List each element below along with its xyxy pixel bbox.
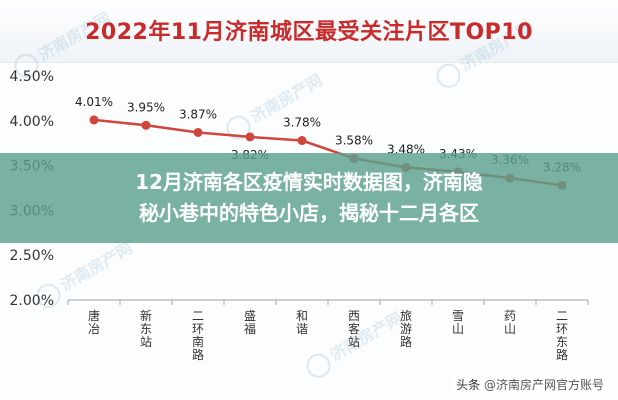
source-attribution: 头条 @济南房产网官方账号 (452, 375, 608, 394)
x-tick-label-char: 和 (296, 309, 308, 323)
x-tick-label-char: 路 (556, 347, 568, 362)
data-point (141, 120, 151, 130)
x-tick-label-char: 山 (452, 322, 464, 336)
x-tick-label-char: 南 (192, 334, 204, 349)
x-tick-label: 二环南路 (192, 309, 204, 362)
data-label: 3.95% (127, 100, 165, 114)
article-title-line-1: 12月济南各区疫情实时数据图，济南隐 (135, 170, 483, 194)
data-label: 4.01% (75, 95, 113, 109)
data-point (245, 132, 255, 142)
x-tick-label-char: 站 (140, 335, 152, 349)
x-tick-label: 盛福 (244, 308, 256, 336)
attribution-prefix: 头条 (456, 378, 481, 392)
x-tick-label-char: 二 (192, 309, 204, 323)
x-tick-label: 药山 (504, 309, 516, 336)
article-title-line-2: 秘小巷中的特色小店，揭秘十二月各区 (139, 201, 479, 225)
x-tick-label-char: 客 (348, 321, 360, 336)
x-tick-label: 唐冶 (88, 308, 100, 336)
chart-title: 2022年11月济南城区最受关注片区TOP10 (85, 20, 533, 45)
x-tick-label-char: 山 (504, 322, 516, 336)
x-tick-label-char: 东 (140, 322, 152, 336)
x-tick-label-char: 盛 (244, 308, 256, 323)
x-tick-label-char: 游 (400, 322, 412, 336)
x-tick-label-char: 旅 (400, 309, 412, 323)
article-title: 12月济南各区疫情实时数据图，济南隐 秘小巷中的特色小店，揭秘十二月各区 (0, 167, 618, 229)
x-tick-label-char: 新 (140, 308, 152, 323)
x-tick-label: 雪山 (452, 309, 464, 336)
data-point (193, 127, 203, 137)
x-tick-label-char: 谐 (296, 322, 308, 336)
y-tick-label: 2.50% (10, 248, 54, 264)
data-label: 3.48% (387, 142, 425, 156)
data-point (297, 136, 307, 146)
data-point (89, 115, 99, 125)
attribution-source: @济南房产网官方账号 (483, 378, 604, 392)
article-title-overlay: 12月济南各区疫情实时数据图，济南隐 秘小巷中的特色小店，揭秘十二月各区 (0, 153, 618, 243)
chart-header (0, 0, 618, 63)
x-tick-label-char: 冶 (88, 322, 100, 336)
x-tick-label-char: 环 (192, 322, 204, 336)
x-tick-label-char: 东 (556, 335, 568, 349)
x-tick-label: 西客站 (348, 309, 360, 349)
x-tick-label-char: 站 (348, 335, 360, 349)
y-tick-label: 4.00% (10, 114, 54, 130)
data-label: 3.78% (283, 116, 321, 130)
y-tick-label: 4.50% (10, 69, 54, 85)
x-tick-label: 二环东路 (556, 309, 568, 362)
y-tick-label: 2.00% (10, 293, 54, 309)
x-tick-label-char: 路 (192, 347, 204, 362)
x-tick-label-char: 路 (400, 334, 412, 349)
x-tick-label-char: 雪 (452, 309, 464, 323)
x-tick-label-char: 福 (244, 321, 256, 336)
x-tick-label-char: 西 (348, 309, 360, 323)
x-tick-label: 新东站 (140, 308, 152, 349)
data-label: 3.58% (335, 133, 373, 147)
x-tick-label: 旅游路 (400, 309, 412, 349)
x-tick-label-char: 药 (504, 309, 516, 323)
x-tick-label-char: 环 (556, 322, 568, 336)
data-label: 3.87% (179, 107, 217, 121)
x-tick-label: 和谐 (296, 309, 308, 336)
x-tick-label-char: 唐 (88, 308, 100, 323)
x-tick-label-char: 二 (556, 309, 568, 323)
